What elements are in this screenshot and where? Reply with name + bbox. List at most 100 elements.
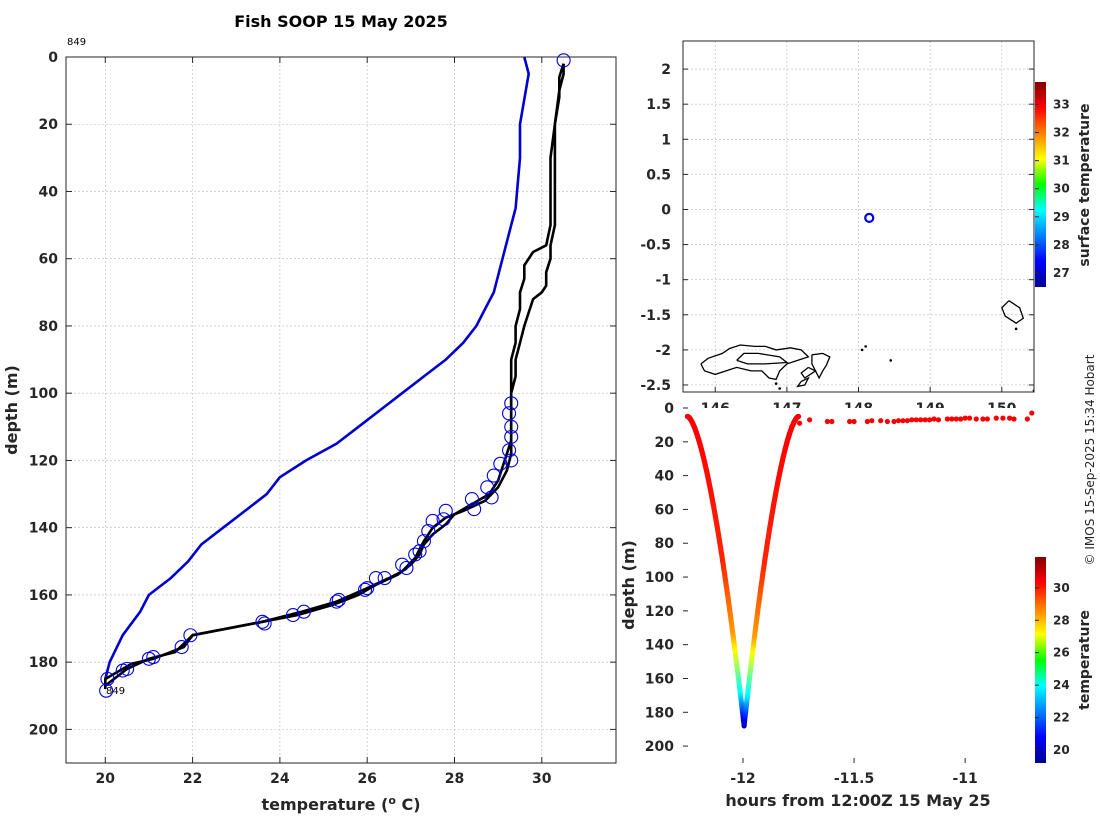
map-ytick-label: 0 — [661, 202, 671, 218]
profile-xlabel-sup: o — [388, 794, 396, 807]
profile-sample-marker — [331, 592, 346, 607]
section-surface-dot — [884, 418, 890, 425]
profile-ytick-label: 20 — [39, 117, 59, 133]
section-surface-dot — [797, 420, 803, 426]
profile-ylabel: depth (m) — [2, 365, 21, 455]
section-surface-dot — [935, 417, 942, 423]
section-surface-dot — [966, 415, 973, 421]
section-panel: -12 -11.5 -11 0 20 40 60 80 100 120 140 160 180 200 h… — [619, 401, 1093, 810]
profile-sample-marker — [368, 571, 383, 586]
section-ytick-label: 160 — [645, 671, 674, 687]
imos-credit: © IMOS 15-Sep-2025 15:34 Hobart — [1083, 354, 1097, 565]
profile-sample-marker — [296, 604, 311, 619]
surface-temperature-colorbar — [1035, 82, 1046, 287]
temperature-colorbar-ticks: 20 22 24 26 28 30 — [1035, 581, 1070, 757]
map-position-marker — [864, 212, 875, 224]
profile-xlabel-unit: C) — [396, 795, 421, 814]
map-coastline — [1052, 382, 1063, 387]
section-ytick-label: 140 — [645, 638, 674, 654]
profile-top-annotation: 849 — [67, 37, 86, 48]
profile-ytick-label: 180 — [29, 655, 58, 671]
profile-series-upcast — [104, 63, 565, 687]
profile-xtick-label: 26 — [357, 771, 376, 787]
profile-ticks: 20 22 24 26 28 30 0 20 40 60 80 100 120 140 160 180 200 — [29, 50, 616, 787]
profile-sample-marker — [329, 594, 344, 609]
profile-sample-marker — [436, 512, 451, 527]
profile-title: Fish SOOP 15 May 2025 — [234, 12, 448, 31]
section-surface-dot — [1029, 410, 1035, 416]
profile-sample-marker — [504, 419, 519, 434]
profile-xlabel: temperature (o C) — [261, 794, 420, 814]
profile-sample-marker — [467, 502, 482, 517]
section-ytick-label: 80 — [655, 536, 675, 552]
map-coastline — [800, 366, 817, 379]
section-ytick-label: 200 — [645, 739, 674, 755]
profile-sample-marker — [399, 560, 414, 576]
section-ytick-label: 20 — [655, 435, 675, 451]
section-surface-dot — [864, 418, 870, 425]
map-clip — [700, 300, 1077, 392]
profile-sample-marker — [257, 616, 272, 631]
profile-panel: 20 22 24 26 28 30020406080100120140160180200 … — [2, 12, 617, 814]
section-ytick-label: 60 — [655, 502, 675, 518]
profile-sample-marker — [360, 581, 375, 596]
section-ytick-label: 40 — [655, 469, 675, 485]
temperature-colorbar-tick-label: 26 — [1053, 646, 1070, 660]
profile-ytick-label: 160 — [29, 588, 58, 604]
map-coastline — [1070, 378, 1077, 385]
map-coastline — [1001, 300, 1025, 324]
profile-sample-marker — [100, 671, 115, 687]
section-surface-dot — [958, 416, 964, 422]
section-ytick-label: 100 — [645, 570, 674, 586]
profile-sample-marker — [504, 396, 519, 411]
map-ytick-label: -1.5 — [640, 308, 671, 324]
section-surface-dot — [824, 418, 830, 425]
section-surface-dot — [931, 416, 937, 422]
profile-sample-marker — [502, 406, 517, 421]
map-islet — [860, 348, 864, 352]
map-islet — [778, 387, 782, 390]
map-islet — [1043, 317, 1046, 320]
map-panel: 14614714814915021.510.50-0.5-1-1.5-2-2.5… — [640, 40, 1093, 417]
profile-ytick-label: 60 — [39, 252, 59, 268]
profile-series-reference-profile — [104, 56, 530, 680]
section-surface-dot — [1024, 416, 1030, 422]
section-surface-dot — [913, 417, 919, 423]
surface-colorbar-tick-label: 29 — [1053, 210, 1070, 224]
map-coastline — [700, 344, 810, 381]
map-islet — [889, 359, 893, 362]
profile-sample-marker — [412, 544, 427, 559]
profile-sample-marker — [486, 468, 501, 483]
map-coastline — [1041, 323, 1052, 329]
profile-sample-marker — [99, 683, 114, 698]
map-coastline — [796, 376, 810, 388]
section-surface-dot — [851, 418, 857, 425]
profile-plot-area — [66, 57, 616, 763]
profile-xlabel-text: temperature ( — [261, 795, 388, 814]
section-surface-dot — [962, 415, 968, 421]
surface-temperature-colorbar-label: surface temperature — [1077, 103, 1093, 266]
temperature-colorbar-label: temperature — [1077, 610, 1093, 710]
profile-markers — [99, 53, 571, 698]
profile-grid — [66, 56, 616, 763]
map-ytick-label: -2 — [655, 343, 671, 359]
surface-colorbar-tick-label: 31 — [1053, 154, 1070, 168]
section-surface-dot — [918, 417, 924, 423]
section-surface-dot — [973, 416, 979, 422]
section-ytick-label: 0 — [664, 401, 674, 417]
profile-sample-marker — [464, 492, 480, 507]
profile-xtick-label: 20 — [96, 771, 116, 787]
section-surface-dot — [953, 416, 959, 422]
map-islet — [864, 345, 867, 348]
section-dots — [684, 410, 1035, 729]
section-surface-dot — [847, 418, 853, 425]
map-islet — [1014, 327, 1018, 331]
map-ytick-label: -2.5 — [640, 378, 671, 394]
section-surface-dot — [1011, 416, 1017, 422]
profile-ytick-label: 200 — [29, 722, 58, 738]
section-surface-dot — [891, 418, 897, 425]
map-ytick-label: -0.5 — [640, 238, 671, 254]
temperature-colorbar-tick-label: 20 — [1053, 743, 1070, 757]
profile-xtick-label: 28 — [445, 771, 464, 787]
profile-sample-marker — [395, 557, 410, 572]
